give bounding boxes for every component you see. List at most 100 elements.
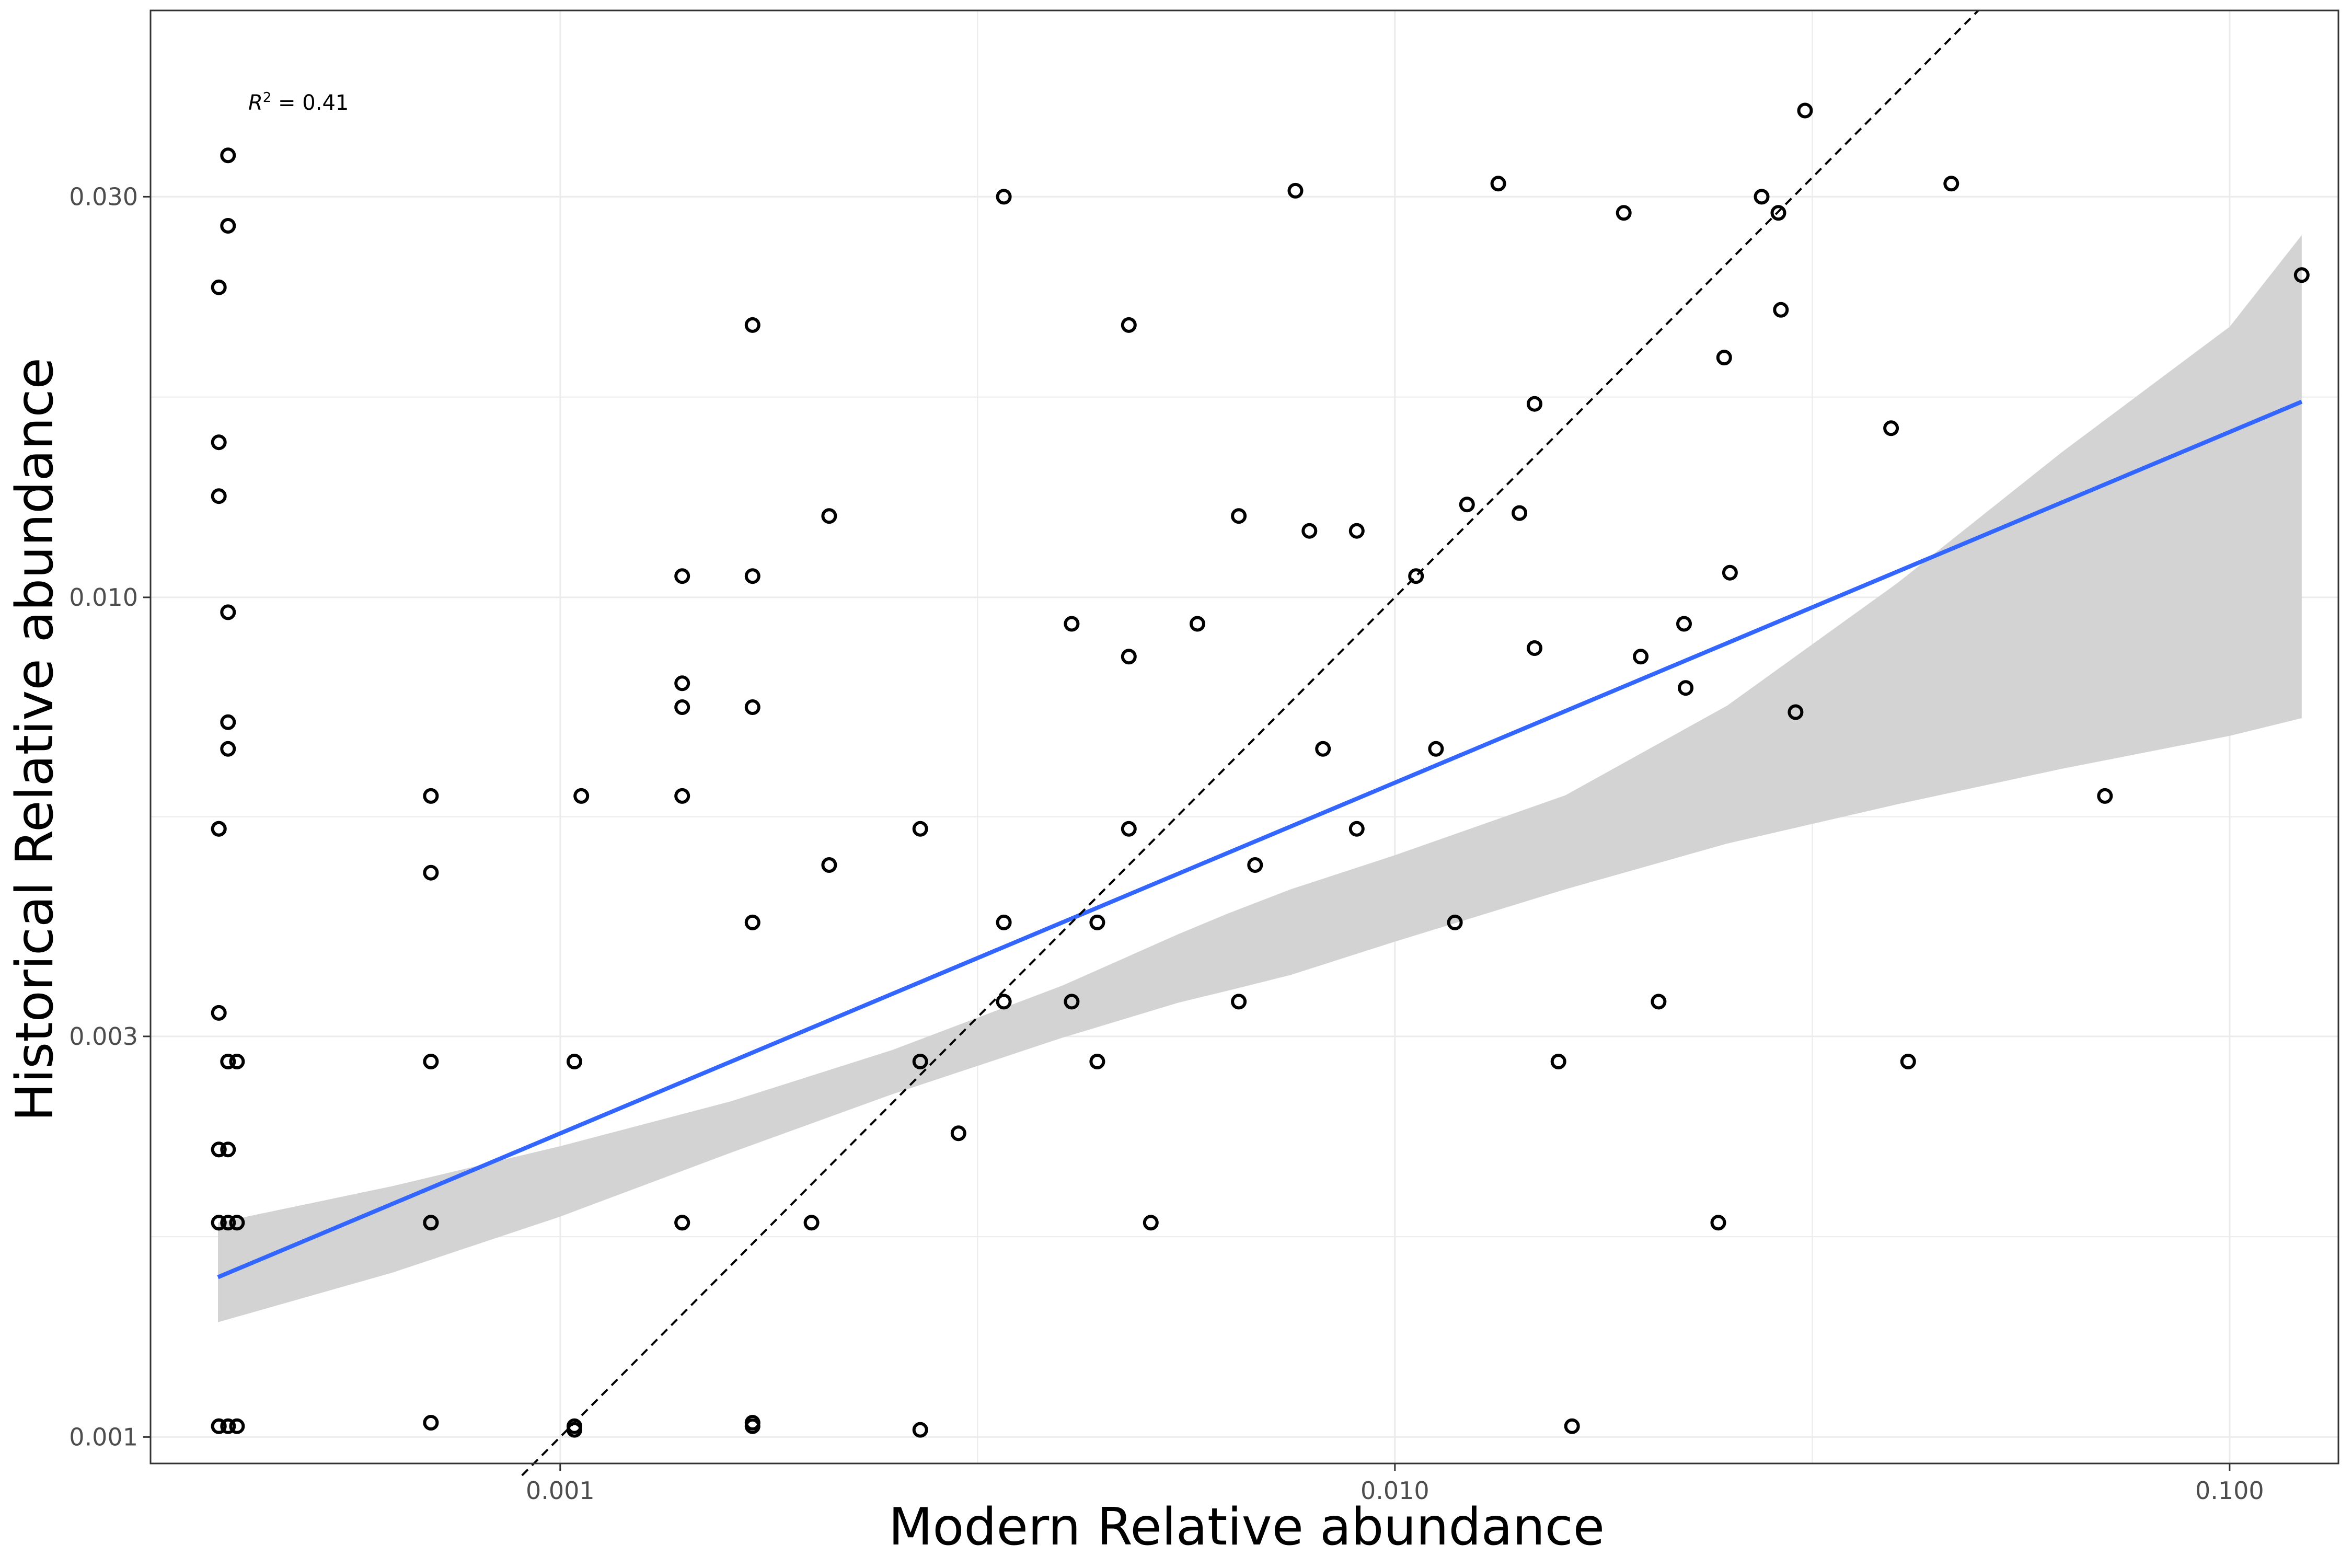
data-point <box>1428 741 1444 757</box>
data-point <box>1348 821 1365 837</box>
data-point <box>1315 741 1331 757</box>
data-point <box>1512 505 1528 521</box>
data-point <box>674 699 690 715</box>
data-point <box>1143 1215 1159 1231</box>
data-point <box>1527 640 1542 656</box>
data-point <box>211 434 227 451</box>
data-point <box>912 821 928 837</box>
data-point <box>744 317 760 333</box>
data-point <box>674 675 690 691</box>
data-point <box>2293 267 2310 283</box>
data-point <box>821 508 837 524</box>
data-point <box>1231 508 1247 524</box>
x-axis-title: Modern Relative abundance <box>889 1497 1605 1557</box>
data-point <box>744 568 760 584</box>
data-point <box>211 1215 227 1231</box>
data-point <box>1900 1054 1916 1069</box>
data-point <box>912 1422 928 1438</box>
data-point <box>567 1054 582 1069</box>
data-point <box>211 821 227 837</box>
data-point <box>1943 176 1959 192</box>
data-point <box>1797 102 1813 119</box>
data-point <box>1773 302 1789 318</box>
data-point <box>1754 189 1770 205</box>
data-point <box>1408 568 1424 584</box>
data-point <box>1301 523 1318 539</box>
y-tick-label: 0.010 <box>69 583 138 612</box>
data-point <box>220 147 236 164</box>
data-point <box>996 994 1012 1010</box>
y-tick-label: 0.003 <box>69 1022 138 1051</box>
data-point <box>211 279 227 295</box>
data-point <box>567 1422 582 1438</box>
axis-ticks: 0.001 0.010 0.100 0.001 0.003 0.010 0.030 <box>69 182 2264 1505</box>
data-point <box>1616 205 1632 221</box>
data-point <box>1459 497 1475 513</box>
data-point <box>1710 1215 1726 1231</box>
data-point <box>1121 317 1137 333</box>
r-squared-exponent: 2 <box>263 90 272 106</box>
data-points <box>211 102 2310 1438</box>
confidence-band <box>218 235 2302 1322</box>
data-point <box>220 1142 236 1158</box>
data-point <box>220 1054 236 1069</box>
data-point <box>1287 182 1304 199</box>
data-point <box>573 788 590 804</box>
data-point <box>1678 680 1694 696</box>
data-point <box>1064 616 1080 632</box>
data-point <box>1490 176 1506 192</box>
data-point <box>220 714 236 730</box>
data-point <box>996 189 1012 205</box>
r-squared-symbol: R <box>248 91 263 115</box>
data-point <box>744 1418 760 1434</box>
data-point <box>1089 1054 1105 1069</box>
data-point <box>1722 564 1738 581</box>
data-point <box>744 914 760 930</box>
x-tick-label: 0.001 <box>526 1477 595 1505</box>
data-point <box>674 568 690 584</box>
data-point <box>1676 616 1692 632</box>
data-point <box>950 1125 966 1142</box>
data-point <box>1633 649 1649 665</box>
data-point <box>220 1418 236 1434</box>
fit-line <box>217 399 2303 1279</box>
data-point <box>1089 914 1105 930</box>
data-point <box>423 864 439 881</box>
r-squared-annotation: R2 = 0.41 <box>248 90 349 115</box>
data-point <box>211 1418 227 1434</box>
data-point <box>211 1005 227 1021</box>
data-point <box>996 914 1012 930</box>
x-tick-label: 0.100 <box>2195 1477 2264 1505</box>
data-point <box>220 218 236 234</box>
data-point <box>1716 350 1732 366</box>
data-point <box>423 1415 439 1431</box>
data-point <box>912 1054 928 1069</box>
data-point <box>423 788 439 804</box>
data-point <box>220 604 236 620</box>
data-point <box>1770 205 1786 221</box>
data-point <box>423 1054 439 1069</box>
data-point <box>1348 523 1365 539</box>
data-point <box>744 699 760 715</box>
panel-border <box>149 9 2339 1465</box>
data-point <box>1121 821 1137 837</box>
data-point <box>803 1215 820 1231</box>
y-axis-title: Historical Relative abundance <box>5 358 65 1122</box>
data-point <box>229 1215 245 1231</box>
data-point <box>674 1215 690 1231</box>
data-point <box>1447 914 1463 930</box>
data-point <box>220 741 236 757</box>
data-point <box>423 1215 439 1231</box>
data-point <box>1190 616 1205 632</box>
data-point <box>1788 704 1804 720</box>
identity-line <box>521 9 1979 1477</box>
y-tick-label: 0.001 <box>69 1423 138 1451</box>
data-point <box>1247 857 1263 873</box>
data-point <box>1064 994 1080 1010</box>
r-squared-value: = 0.41 <box>271 91 349 115</box>
data-point <box>211 1142 227 1158</box>
data-point <box>211 488 227 504</box>
data-point <box>2097 788 2113 804</box>
